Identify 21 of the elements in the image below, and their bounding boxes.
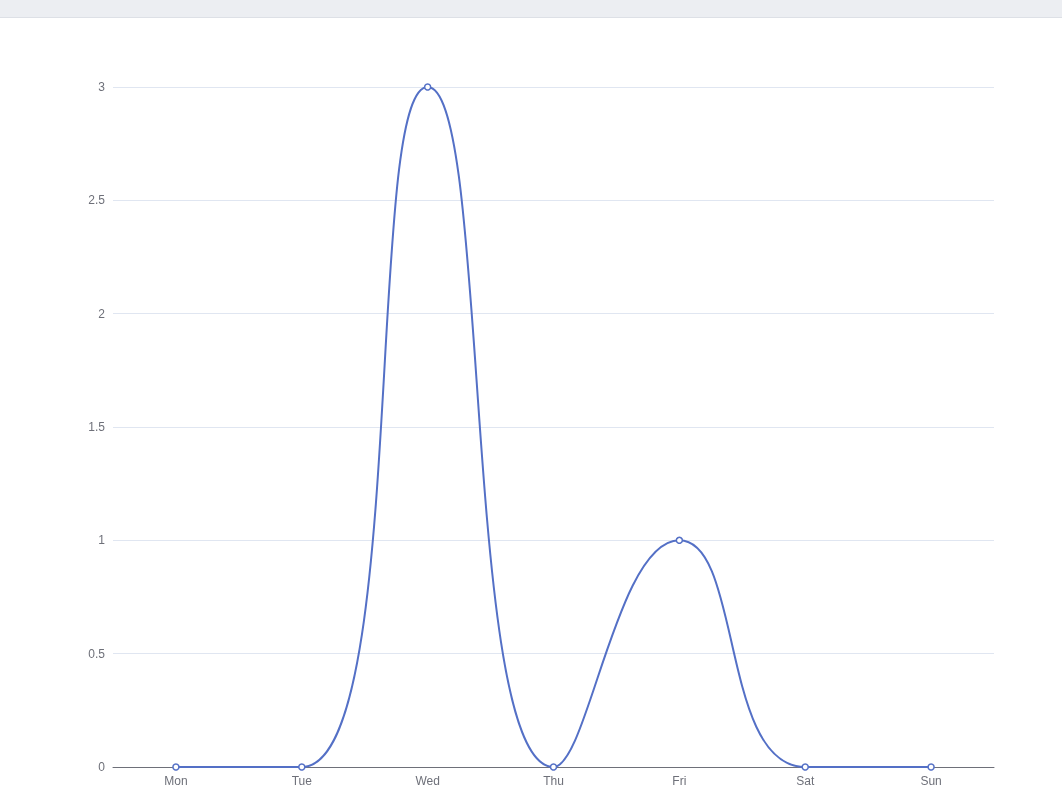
y-tick-label: 1.5 [88, 420, 106, 434]
point [298, 763, 306, 771]
y-tick-label: 3 [98, 80, 106, 94]
y-tick-label: 2.5 [88, 193, 106, 208]
point [801, 763, 809, 771]
x-tick-label: Sat [796, 774, 815, 788]
y-tick-label: 0 [98, 760, 106, 774]
x-tick-label: Tue [291, 774, 313, 788]
point [675, 536, 684, 545]
point [172, 763, 180, 771]
x-tick-label: Fri [672, 774, 687, 788]
x-tick-label: Thu [543, 774, 564, 788]
point [549, 763, 558, 771]
point [423, 83, 432, 91]
x-tick-label: Wed [415, 774, 440, 788]
y-tick-label: 2 [98, 306, 106, 321]
y-tick-label: 0.5 [88, 646, 106, 661]
x-tick-label: Mon [164, 774, 188, 788]
y-tick-label: 1 [98, 533, 106, 548]
x-tick-label: Sun [920, 774, 942, 788]
point [927, 763, 935, 771]
